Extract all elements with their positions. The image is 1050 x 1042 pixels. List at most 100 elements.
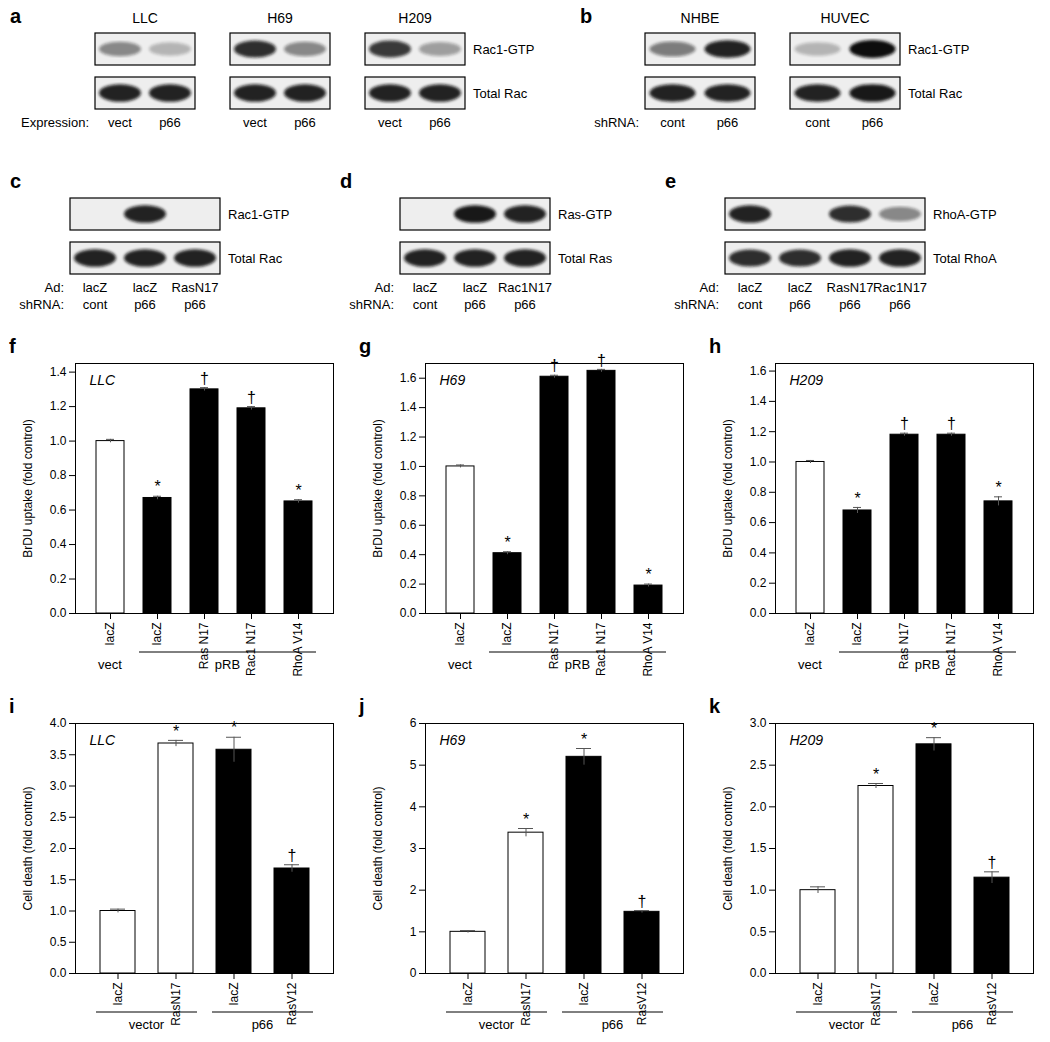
svg-text:cont: cont [413, 297, 438, 312]
svg-text:†: † [988, 854, 997, 871]
svg-text:1.0: 1.0 [750, 883, 767, 897]
svg-text:1.0: 1.0 [50, 434, 67, 448]
svg-text:2.0: 2.0 [750, 800, 767, 814]
svg-text:4: 4 [410, 800, 417, 814]
svg-text:H69: H69 [440, 372, 466, 388]
svg-text:lacZ: lacZ [811, 983, 825, 1006]
svg-text:p66: p66 [789, 297, 811, 312]
svg-text:6: 6 [410, 716, 417, 730]
svg-text:Ras-GTP: Ras-GTP [558, 207, 612, 222]
svg-text:1.2: 1.2 [400, 430, 417, 444]
svg-text:Rac1 N17: Rac1 N17 [944, 622, 958, 676]
svg-text:p66: p66 [862, 115, 884, 130]
svg-text:0.0: 0.0 [750, 606, 767, 620]
svg-text:0.8: 0.8 [50, 468, 67, 482]
svg-text:RasN17: RasN17 [869, 982, 883, 1026]
svg-text:*: * [523, 811, 529, 828]
svg-text:Total Rac: Total Rac [908, 86, 963, 101]
svg-text:Ad:: Ad: [44, 280, 64, 295]
svg-text:0.5: 0.5 [750, 925, 767, 939]
svg-text:lacZ: lacZ [850, 623, 864, 646]
svg-text:vect: vect [448, 657, 472, 672]
svg-text:1.4: 1.4 [750, 394, 767, 408]
svg-text:p66: p66 [159, 115, 181, 130]
svg-text:2.0: 2.0 [50, 841, 67, 855]
svg-text:1.4: 1.4 [50, 365, 67, 379]
svg-text:0.8: 0.8 [750, 485, 767, 499]
svg-text:1: 1 [410, 925, 417, 939]
svg-text:*: * [931, 720, 937, 737]
svg-text:H209: H209 [790, 372, 824, 388]
svg-text:3: 3 [410, 841, 417, 855]
svg-text:p66: p66 [602, 1017, 624, 1032]
svg-text:p66: p66 [952, 1017, 974, 1032]
svg-text:shRNA:: shRNA: [349, 297, 394, 312]
svg-text:0.6: 0.6 [400, 518, 417, 532]
svg-text:Ad:: Ad: [374, 280, 394, 295]
svg-text:HUVEC: HUVEC [820, 10, 869, 26]
svg-text:1.4: 1.4 [400, 400, 417, 414]
svg-text:lacZ: lacZ [463, 280, 488, 295]
svg-text:1.5: 1.5 [750, 841, 767, 855]
svg-text:Rac1 N17: Rac1 N17 [244, 622, 258, 676]
svg-text:Rac1-GTP: Rac1-GTP [473, 42, 534, 57]
svg-text:p66: p66 [134, 297, 156, 312]
svg-text:1.6: 1.6 [400, 371, 417, 385]
svg-text:p66: p66 [252, 1017, 274, 1032]
svg-text:BrDU uptake (fold control): BrDU uptake (fold control) [21, 419, 35, 558]
svg-text:Total Rac: Total Rac [228, 251, 283, 266]
svg-text:Cell death (fold control): Cell death (fold control) [371, 786, 385, 910]
svg-text:0.0: 0.0 [50, 966, 67, 980]
svg-text:p66: p66 [514, 297, 536, 312]
svg-text:†: † [900, 415, 909, 432]
svg-text:Ad:: Ad: [699, 280, 719, 295]
svg-text:RasV12: RasV12 [985, 982, 999, 1025]
svg-text:vector: vector [129, 1017, 165, 1032]
svg-text:RasV12: RasV12 [285, 982, 299, 1025]
svg-text:cont: cont [660, 115, 685, 130]
svg-text:0.2: 0.2 [50, 572, 67, 586]
svg-text:lacZ: lacZ [927, 983, 941, 1006]
svg-text:RasN17: RasN17 [169, 982, 183, 1026]
svg-text:Total Ras: Total Ras [558, 251, 613, 266]
svg-text:1.2: 1.2 [50, 399, 67, 413]
svg-text:lacZ: lacZ [500, 623, 514, 646]
svg-text:†: † [247, 389, 256, 406]
svg-text:*: * [504, 534, 510, 551]
svg-text:Expression:: Expression: [21, 115, 89, 130]
svg-text:lacZ: lacZ [738, 280, 763, 295]
svg-text:vector: vector [829, 1017, 865, 1032]
svg-text:0.4: 0.4 [750, 546, 767, 560]
svg-text:0.0: 0.0 [50, 606, 67, 620]
svg-text:p66: p66 [294, 115, 316, 130]
svg-text:†: † [947, 415, 956, 432]
svg-text:Rac1-GTP: Rac1-GTP [228, 207, 289, 222]
svg-text:BrDU uptake (fold control): BrDU uptake (fold control) [371, 419, 385, 558]
svg-text:lacZ: lacZ [453, 623, 467, 646]
svg-text:vector: vector [479, 1017, 515, 1032]
svg-text:0.6: 0.6 [50, 503, 67, 517]
svg-text:3.5: 3.5 [50, 748, 67, 762]
svg-text:0.0: 0.0 [400, 606, 417, 620]
svg-text:vect: vect [108, 115, 132, 130]
svg-text:0.4: 0.4 [400, 548, 417, 562]
svg-text:1.0: 1.0 [400, 459, 417, 473]
svg-text:lacZ: lacZ [133, 280, 158, 295]
svg-text:lacZ: lacZ [111, 983, 125, 1006]
svg-text:0.5: 0.5 [50, 935, 67, 949]
svg-text:H69: H69 [440, 732, 466, 748]
svg-text:a: a [10, 5, 22, 27]
svg-text:RhoA V14: RhoA V14 [641, 622, 655, 676]
svg-text:1.6: 1.6 [750, 364, 767, 378]
svg-text:p66: p66 [429, 115, 451, 130]
svg-text:vect: vect [378, 115, 402, 130]
svg-text:cont: cont [83, 297, 108, 312]
svg-text:†: † [200, 370, 209, 387]
svg-text:RasN17: RasN17 [519, 982, 533, 1026]
svg-text:H209: H209 [398, 10, 432, 26]
svg-text:†: † [597, 352, 606, 369]
svg-text:0.2: 0.2 [400, 577, 417, 591]
svg-text:0.4: 0.4 [50, 537, 67, 551]
svg-text:1.5: 1.5 [50, 873, 67, 887]
svg-text:BrDU uptake (fold control): BrDU uptake (fold control) [721, 419, 735, 558]
